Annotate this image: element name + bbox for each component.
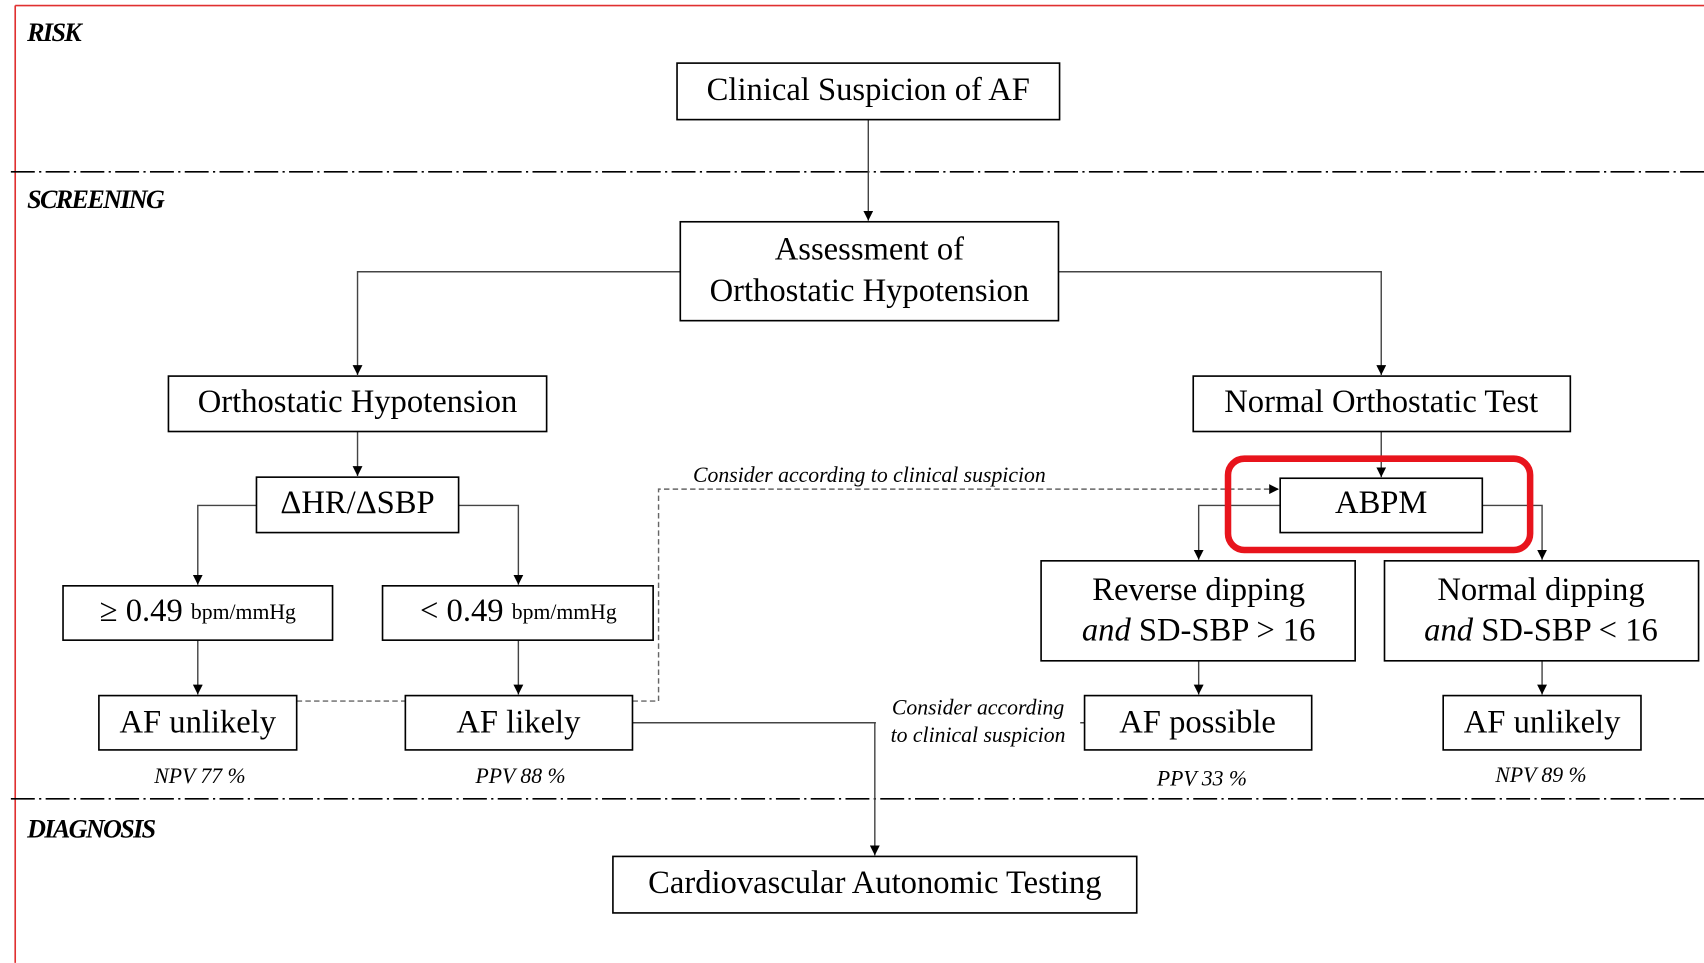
node-box xyxy=(255,476,460,534)
node-label: ≥ 0.49 bpm/mmHg xyxy=(100,594,296,630)
node-box xyxy=(62,585,334,641)
italic-word: and xyxy=(1082,613,1132,649)
node-label: AF likely xyxy=(456,704,581,740)
node-box xyxy=(679,220,1060,322)
unit: bpm/mmHg xyxy=(512,600,617,624)
node-label: AF unlikely xyxy=(1464,704,1621,740)
label-bg xyxy=(875,695,1081,750)
node-label: Normal Orthostatic Test xyxy=(1224,384,1538,420)
node-label: and SD-SBP < 16 xyxy=(1424,613,1658,649)
node-label: AF unlikely xyxy=(119,704,276,740)
node-box xyxy=(1383,560,1700,662)
italic-word: and xyxy=(1424,613,1474,649)
node-label: < 0.49 bpm/mmHg xyxy=(420,594,617,630)
node-box xyxy=(1083,694,1313,751)
node-box xyxy=(1279,477,1484,534)
node-label: Cardiovascular Autonomic Testing xyxy=(648,865,1101,901)
connectors xyxy=(192,119,1548,856)
highlight xyxy=(1224,455,1534,554)
node-label: Reverse dipping xyxy=(1092,572,1305,608)
node-box xyxy=(381,585,654,641)
node-box xyxy=(404,694,634,751)
stat: PPV 88 % xyxy=(475,764,566,788)
stat: NPV 77 % xyxy=(153,764,245,788)
edge-label: to clinical suspicion xyxy=(891,723,1066,747)
threshold: < 0.49 xyxy=(420,594,504,630)
node-label: Orthostatic Hypotension xyxy=(710,273,1030,309)
criterion: SD-SBP < 16 xyxy=(1481,613,1658,649)
node-label: Assessment of xyxy=(775,232,964,268)
node-box xyxy=(98,694,298,751)
node-box xyxy=(676,62,1061,121)
node-box xyxy=(1192,375,1572,433)
section-label: RISK xyxy=(26,18,83,47)
node-label: ΔHR/ΔSBP xyxy=(280,485,434,521)
stat: PPV 33 % xyxy=(1156,766,1247,790)
node-label: Clinical Suspicion of AF xyxy=(707,72,1030,108)
node-box xyxy=(612,855,1138,914)
node-label: ABPM xyxy=(1335,485,1427,521)
section-label: SCREENING xyxy=(27,185,165,214)
criterion: SD-SBP > 16 xyxy=(1139,613,1316,649)
node-label: and SD-SBP > 16 xyxy=(1082,613,1316,649)
section-label: DIAGNOSIS xyxy=(26,814,155,843)
node-box xyxy=(1442,694,1642,751)
edge-label: Consider according to clinical suspicion xyxy=(693,463,1046,487)
node-box xyxy=(167,375,548,433)
node-label: Orthostatic Hypotension xyxy=(198,384,518,420)
stat: NPV 89 % xyxy=(1494,763,1586,787)
node-label: Normal dipping xyxy=(1437,572,1644,608)
node-label: AF possible xyxy=(1119,704,1276,740)
unit: bpm/mmHg xyxy=(191,600,296,624)
node-box xyxy=(1040,560,1356,662)
threshold: ≥ 0.49 xyxy=(100,594,183,630)
edge-label: Consider according xyxy=(892,696,1064,720)
